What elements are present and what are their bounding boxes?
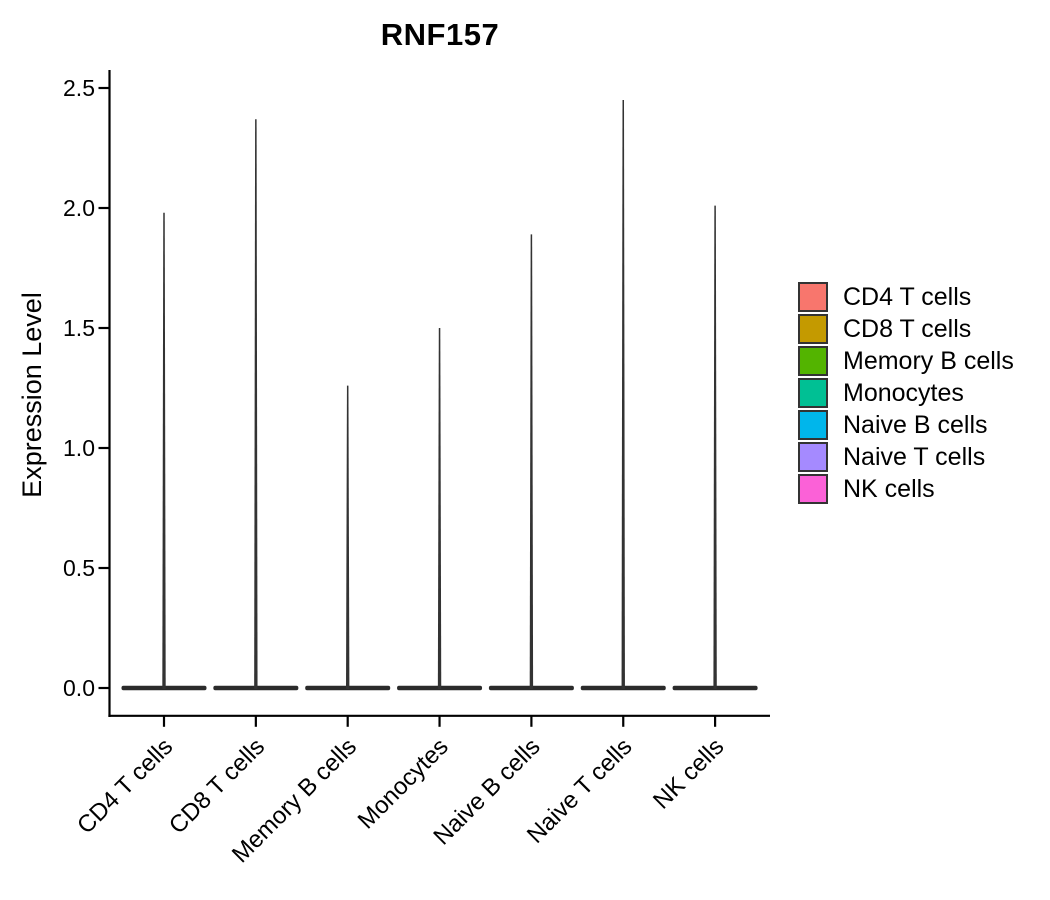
y-tick-label: 1.5 xyxy=(63,315,95,341)
legend-item: CD4 T cells xyxy=(798,281,1014,313)
x-tick-label: CD4 T cells xyxy=(72,733,178,839)
legend-swatch xyxy=(798,410,828,440)
y-tick-label: 2.5 xyxy=(63,75,95,101)
x-tick-label: NK cells xyxy=(648,733,729,814)
chart-title: RNF157 xyxy=(380,17,500,52)
legend: CD4 T cells CD8 T cells Memory B cells Mono… xyxy=(798,281,1014,505)
violin-Naive T cells xyxy=(580,100,666,691)
violin-spike xyxy=(254,119,258,689)
legend-label: NK cells xyxy=(843,475,935,503)
violin-spike xyxy=(437,328,442,689)
legend-swatch xyxy=(798,378,828,408)
violins-layer xyxy=(121,100,758,691)
violin-spike xyxy=(346,385,350,689)
violin-spike xyxy=(529,234,534,689)
legend-label: CD8 T cells xyxy=(843,315,972,343)
violin-CD8 T cells xyxy=(213,119,299,691)
violin-spike xyxy=(713,205,717,689)
legend-swatch xyxy=(798,442,828,472)
legend-label: Monocytes xyxy=(843,379,964,407)
legend-item: CD8 T cells xyxy=(798,313,1014,345)
y-tick-label: 2.0 xyxy=(63,195,95,221)
y-tick-label: 0.5 xyxy=(63,555,95,581)
y-tick-label: 1.0 xyxy=(63,435,95,461)
violin-NK cells xyxy=(672,205,758,691)
legend-label: Naive T cells xyxy=(843,443,986,471)
legend-swatch xyxy=(798,314,828,344)
legend-swatch xyxy=(798,474,828,504)
legend-swatch xyxy=(798,282,828,312)
legend-item: Monocytes xyxy=(798,377,1014,409)
legend-item: Memory B cells xyxy=(798,345,1014,377)
violin-CD4 T cells xyxy=(121,212,207,691)
violin-spike xyxy=(621,100,625,689)
legend-item: NK cells xyxy=(798,473,1014,505)
violin-Memory B cells xyxy=(305,385,391,691)
legend-label: Memory B cells xyxy=(843,347,1014,375)
legend-swatch xyxy=(798,346,828,376)
legend-label: Naive B cells xyxy=(843,411,988,439)
y-tick-label: 0.0 xyxy=(63,675,95,701)
violin-Monocytes xyxy=(397,328,483,691)
legend-item: Naive B cells xyxy=(798,409,1014,441)
x-tick-label: Monocytes xyxy=(353,733,454,834)
legend-label: CD4 T cells xyxy=(843,283,972,311)
violin-Naive B cells xyxy=(488,234,574,691)
axes-layer xyxy=(98,70,770,727)
legend-item: Naive T cells xyxy=(798,441,1014,473)
violin-spike xyxy=(162,212,166,690)
